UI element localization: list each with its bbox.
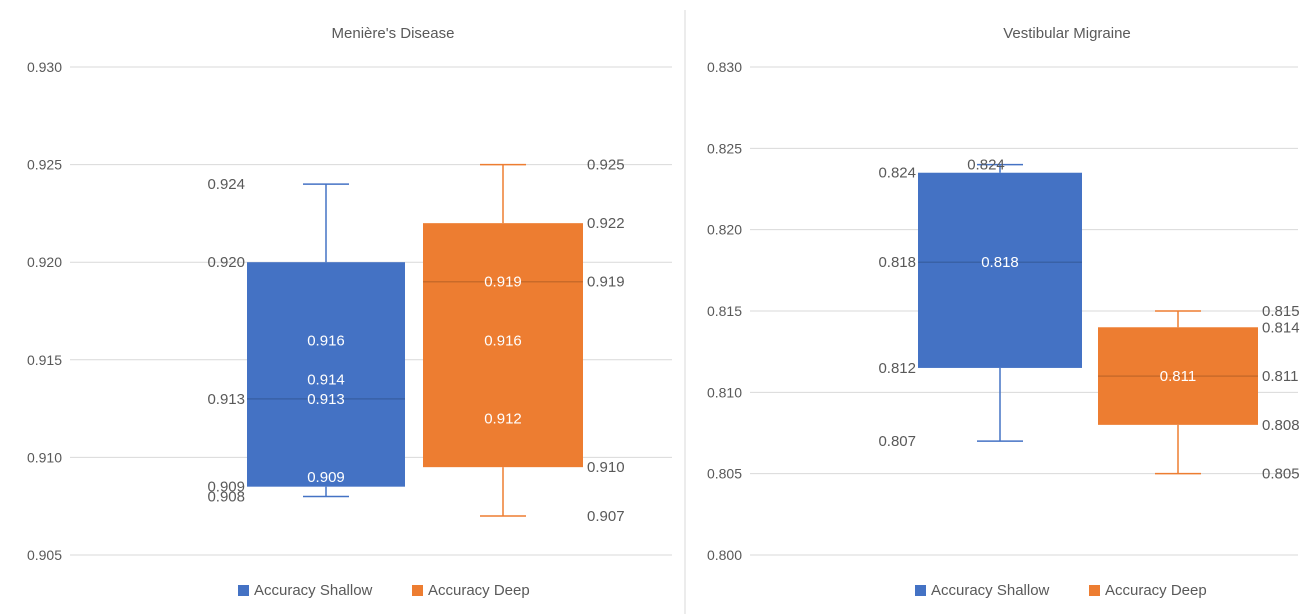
mean-marker bbox=[323, 376, 329, 382]
legend-label-deep: Accuracy Deep bbox=[1105, 582, 1207, 599]
data-label: 0.818 bbox=[878, 254, 916, 271]
y-tick-label: 0.820 bbox=[707, 222, 742, 238]
y-tick-label: 0.805 bbox=[707, 466, 742, 482]
box-iqr bbox=[423, 223, 583, 468]
legend: Accuracy Shallow Accuracy Deep bbox=[238, 582, 530, 599]
y-tick-label: 0.825 bbox=[707, 140, 742, 156]
data-label: 0.919 bbox=[587, 274, 625, 291]
legend-label-shallow: Accuracy Shallow bbox=[931, 582, 1050, 599]
box-iqr bbox=[247, 262, 405, 487]
data-label: 0.924 bbox=[207, 176, 245, 193]
data-label: 0.909 bbox=[207, 479, 245, 496]
mean-marker bbox=[1175, 373, 1181, 379]
legend-label-deep: Accuracy Deep bbox=[428, 582, 530, 599]
data-label: 0.812 bbox=[878, 360, 916, 377]
y-tick-label: 0.905 bbox=[27, 547, 62, 563]
menieres-chart: Menière's Disease 0.930 0.925 0.920 0.915 0.9… bbox=[27, 25, 672, 599]
y-tick-label: 0.910 bbox=[27, 449, 62, 465]
data-label: 0.824 bbox=[878, 165, 916, 182]
data-label: 0.913 bbox=[207, 391, 245, 408]
chart-title: Vestibular Migraine bbox=[1003, 25, 1131, 42]
y-tick-label: 0.810 bbox=[707, 384, 742, 400]
box-iqr bbox=[918, 172, 1082, 368]
box-accuracy-shallow: 0.9240.9200.9130.9090.9080.9160.9140.913… bbox=[207, 176, 405, 505]
data-label: 0.805 bbox=[1262, 466, 1300, 483]
legend-swatch-shallow bbox=[915, 585, 926, 596]
data-label: 0.914 bbox=[307, 371, 345, 388]
box-accuracy-shallow: 0.824 0.824 0.818 0.812 0.807 0.818 bbox=[878, 157, 1082, 450]
data-label: 0.922 bbox=[587, 215, 625, 232]
data-label: 0.824 bbox=[967, 157, 1005, 174]
data-label: 0.909 bbox=[307, 469, 345, 486]
legend-swatch-deep bbox=[412, 585, 423, 596]
data-label: 0.808 bbox=[1262, 417, 1300, 434]
data-label: 0.919 bbox=[484, 274, 522, 291]
data-label: 0.916 bbox=[307, 332, 345, 349]
data-label: 0.913 bbox=[307, 391, 345, 408]
y-tick-label: 0.830 bbox=[707, 59, 742, 75]
data-label: 0.920 bbox=[207, 254, 245, 271]
data-label: 0.807 bbox=[878, 433, 916, 450]
chart-title: Menière's Disease bbox=[332, 25, 455, 42]
data-label: 0.912 bbox=[484, 410, 522, 427]
mean-marker bbox=[500, 337, 506, 343]
y-tick-label: 0.930 bbox=[27, 59, 62, 75]
data-label: 0.811 bbox=[1160, 368, 1196, 385]
data-label: 0.907 bbox=[587, 508, 625, 525]
y-tick-label: 0.920 bbox=[27, 254, 62, 270]
data-label: 0.818 bbox=[981, 254, 1019, 271]
mean-marker bbox=[997, 259, 1003, 265]
legend-swatch-shallow bbox=[238, 585, 249, 596]
y-tick-label: 0.815 bbox=[707, 303, 742, 319]
legend-swatch-deep bbox=[1089, 585, 1100, 596]
data-label: 0.916 bbox=[484, 332, 522, 349]
data-label: 0.814 bbox=[1262, 319, 1300, 336]
data-label: 0.815 bbox=[1262, 303, 1300, 320]
y-tick-label: 0.925 bbox=[27, 157, 62, 173]
data-label: 0.910 bbox=[587, 459, 625, 476]
legend-label-shallow: Accuracy Shallow bbox=[254, 582, 373, 599]
data-label: 0.811 bbox=[1262, 368, 1298, 385]
y-tick-label: 0.800 bbox=[707, 547, 742, 563]
box-iqr bbox=[1098, 327, 1258, 425]
data-label: 0.908 bbox=[207, 488, 245, 505]
data-label: 0.925 bbox=[587, 157, 625, 174]
box-accuracy-deep: 0.925 0.922 0.919 0.910 0.907 0.919 0.916 0.912 bbox=[423, 157, 625, 525]
y-tick-label: 0.915 bbox=[27, 352, 62, 368]
legend: Accuracy Shallow Accuracy Deep bbox=[915, 582, 1207, 599]
vestibular-migraine-chart: Vestibular Migraine0.8300.8250.8200.8150… bbox=[707, 25, 1300, 599]
